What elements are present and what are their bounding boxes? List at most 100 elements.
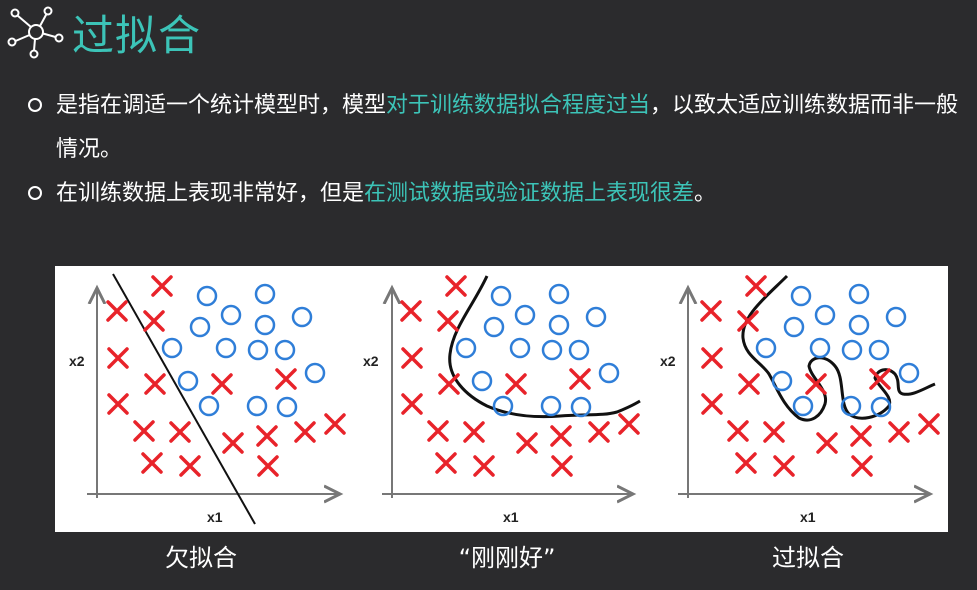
bullet-1-part-1: 是指在调适一个统计模型时，模型 xyxy=(56,93,387,118)
bullet-1-highlight: 对于训练数据拟合程度过当 xyxy=(386,93,651,118)
circle-point xyxy=(548,314,570,336)
cross-point xyxy=(505,373,527,395)
cross-point xyxy=(151,275,173,297)
bullet-text-2: 在训练数据上表现非常好，但是在测试数据或验证数据上表现很差。 xyxy=(56,172,968,216)
cross-point xyxy=(550,425,572,447)
circle-point xyxy=(885,306,907,328)
bullet-2-part-3: 。 xyxy=(694,181,717,206)
cross-point xyxy=(179,455,201,477)
cross-point xyxy=(618,413,640,435)
cross-point xyxy=(551,455,573,477)
bullet-circle-icon xyxy=(28,98,42,112)
circle-point xyxy=(792,395,814,417)
cross-point xyxy=(401,393,423,415)
fitting-diagram: x2 x1 x2 x1 x2 x1 xyxy=(69,273,940,525)
cross-point xyxy=(211,373,233,395)
data-points xyxy=(106,275,940,477)
cross-point xyxy=(763,421,785,443)
circle-point xyxy=(783,316,805,338)
page-title: 过拟合 xyxy=(72,10,202,60)
cross-point xyxy=(141,452,163,474)
circle-point xyxy=(771,370,793,392)
cross-point xyxy=(401,347,423,369)
decision-boundary-wiggly xyxy=(741,274,936,422)
circle-point xyxy=(196,285,218,307)
cross-point xyxy=(324,413,346,435)
title-row: 过拟合 xyxy=(6,0,201,64)
cross-point xyxy=(745,275,767,297)
circle-point xyxy=(898,362,920,384)
circle-point xyxy=(540,395,562,417)
circle-point xyxy=(814,304,836,326)
circle-point xyxy=(161,337,183,359)
cross-point xyxy=(107,347,129,369)
cross-point xyxy=(918,413,940,435)
panel-good-fit: x2 x1 xyxy=(363,275,641,525)
x-axis-label: x1 xyxy=(207,509,223,525)
circle-point xyxy=(276,396,298,418)
network-icon xyxy=(7,6,64,59)
cross-point xyxy=(869,368,891,390)
y-axis-label: x2 xyxy=(363,353,379,369)
bullet-2-highlight: 在测试数据或验证数据上表现很差 xyxy=(364,181,695,206)
y-axis-label: x2 xyxy=(660,353,676,369)
circle-point xyxy=(541,339,563,361)
circle-point xyxy=(848,283,870,305)
panel-underfit: x2 x1 xyxy=(69,273,340,525)
cross-point xyxy=(143,310,165,332)
cross-point xyxy=(106,300,128,322)
cross-point xyxy=(516,432,538,454)
circle-point xyxy=(254,283,276,305)
circle-point xyxy=(848,314,870,336)
circle-point xyxy=(548,283,570,305)
circle-point xyxy=(215,337,237,359)
x-axis-label: x1 xyxy=(503,509,519,525)
bullet-2-part-1: 在训练数据上表现非常好，但是 xyxy=(56,181,365,206)
cross-point xyxy=(701,347,723,369)
circle-point xyxy=(189,316,211,338)
x-axis-label: x1 xyxy=(800,509,816,525)
fitting-figure: x2 x1 x2 x1 x2 x1 xyxy=(55,266,948,532)
circle-point xyxy=(246,395,268,417)
circle-point xyxy=(598,362,620,384)
circle-point xyxy=(514,304,536,326)
cross-point xyxy=(294,421,316,443)
circle-point xyxy=(840,395,862,417)
decision-boundary-curve xyxy=(448,275,641,419)
cross-point xyxy=(445,275,467,297)
circle-point xyxy=(304,362,326,384)
circle-point xyxy=(809,337,831,359)
panel-overfit: x2 x1 xyxy=(660,274,936,525)
bullet-text-1: 是指在调适一个统计模型时，模型对于训练数据拟合程度过当，以致太适应训练数据而非一… xyxy=(56,84,968,172)
circle-point xyxy=(483,316,505,338)
cross-point xyxy=(473,455,495,477)
circle-point xyxy=(841,339,863,361)
cross-point xyxy=(773,455,795,477)
cross-point xyxy=(222,432,244,454)
cross-point xyxy=(427,420,449,442)
cross-point xyxy=(700,300,722,322)
cross-point xyxy=(735,452,757,474)
circle-point xyxy=(568,339,590,361)
cross-point xyxy=(107,393,129,415)
cross-point xyxy=(400,300,422,322)
circle-point xyxy=(274,339,296,361)
cross-point xyxy=(851,455,873,477)
cross-point xyxy=(133,420,155,442)
cross-point xyxy=(727,420,749,442)
cross-point xyxy=(588,421,610,443)
cross-point xyxy=(701,393,723,415)
circle-point xyxy=(868,339,890,361)
circle-point xyxy=(790,285,812,307)
circle-point xyxy=(254,314,276,336)
circle-point xyxy=(509,337,531,359)
circle-point xyxy=(490,285,512,307)
circle-point xyxy=(455,337,477,359)
bullet-item-1: 是指在调适一个统计模型时，模型对于训练数据拟合程度过当，以致太适应训练数据而非一… xyxy=(28,84,968,172)
cross-point xyxy=(737,310,759,332)
cross-point xyxy=(569,368,591,390)
caption-underfit: 欠拟合 xyxy=(165,544,237,572)
circle-point xyxy=(177,370,199,392)
circle-point xyxy=(247,339,269,361)
cross-point xyxy=(435,452,457,474)
